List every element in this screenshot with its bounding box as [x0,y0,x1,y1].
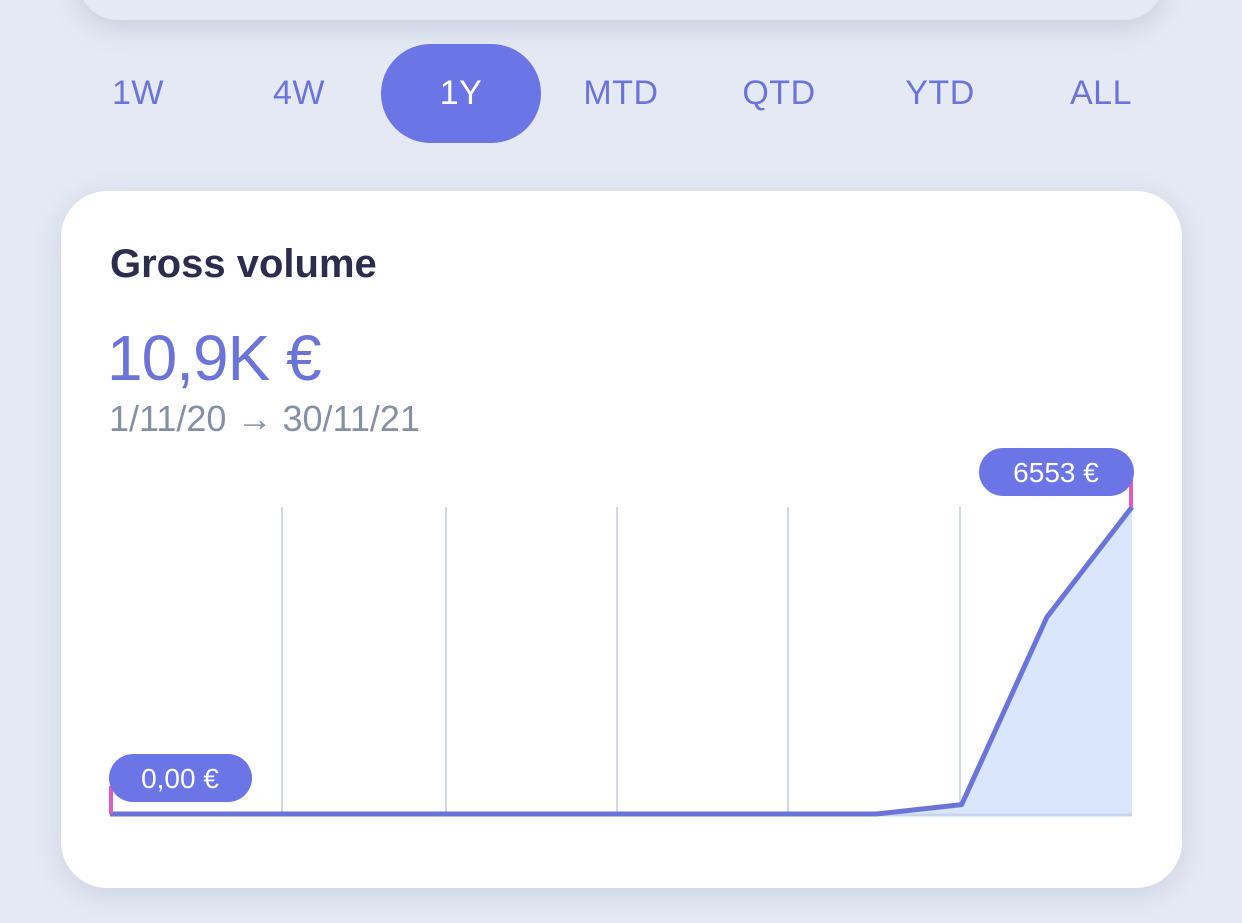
tab-1w[interactable]: 1W [112,74,164,112]
tab-ytd[interactable]: YTD [905,74,975,112]
tab-4w[interactable]: 4W [273,74,325,112]
tab-1y[interactable]: 1Y [381,44,541,143]
card-title: Gross volume [110,242,377,286]
tab-qtd[interactable]: QTD [742,74,816,112]
date-range: 1/11/20 → 30/11/21 [109,398,420,439]
tab-all[interactable]: ALL [1070,74,1132,112]
tab-mtd[interactable]: MTD [583,74,659,112]
gross-volume-value: 10,9K € [107,322,322,394]
start-value-bubble [109,754,252,802]
gross-volume-card[interactable]: Gross volume 10,9K € 1/11/20 → 30/11/21 … [61,191,1182,888]
start-value-label: 0,00 € [141,763,219,794]
end-value-label: 6553 € [1013,457,1099,488]
gross-volume-chart: 0,00 € 6553 € [109,448,1134,817]
previous-card-edge [78,0,1164,20]
series-line [110,505,1134,817]
area-fill [110,507,1132,814]
period-tabs: 1W 4W 1Y MTD QTD YTD ALL [0,44,1242,143]
end-value-bubble [979,448,1134,496]
